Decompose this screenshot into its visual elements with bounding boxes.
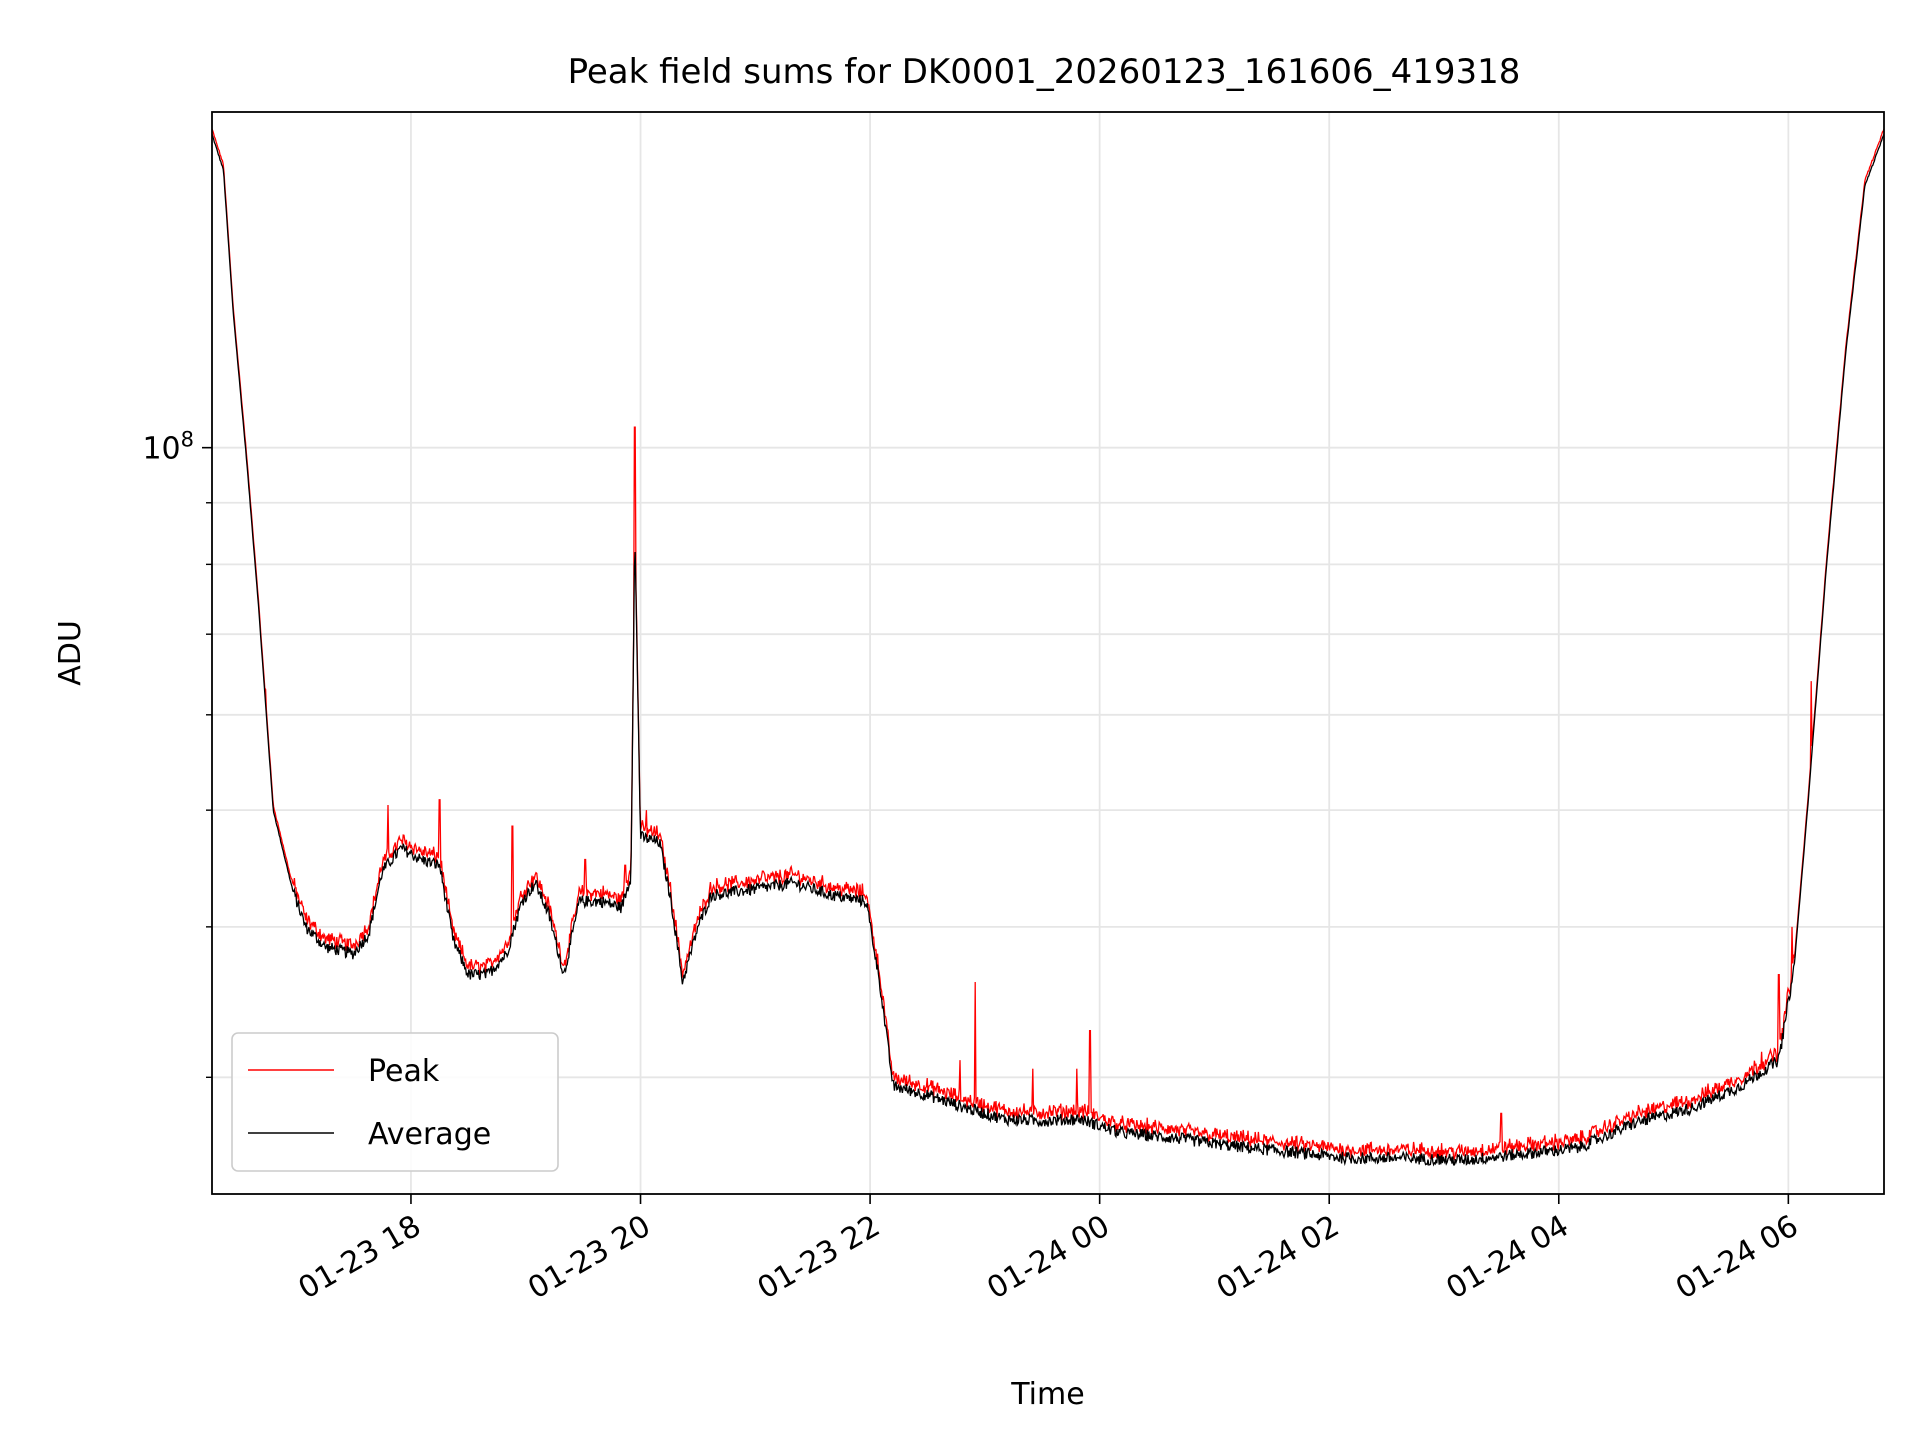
x-axis-label: Time: [1010, 1377, 1084, 1412]
legend-average-label: Average: [368, 1117, 491, 1152]
legend: Peak Average: [231, 1032, 559, 1172]
y-ticks: 108: [142, 428, 212, 1079]
peak-series-line: [212, 128, 1884, 1162]
grid: [212, 112, 1884, 1194]
average-series-line: [212, 134, 1884, 1167]
y-tick-label: 108: [142, 428, 194, 467]
legend-box: [231, 1032, 559, 1172]
chart-title: Peak field sums for DK0001_20260123_1616…: [568, 52, 1521, 92]
y-axis-label: ADU: [53, 620, 88, 686]
plot-frame: [211, 111, 1885, 1195]
legend-peak-label: Peak: [368, 1054, 440, 1089]
